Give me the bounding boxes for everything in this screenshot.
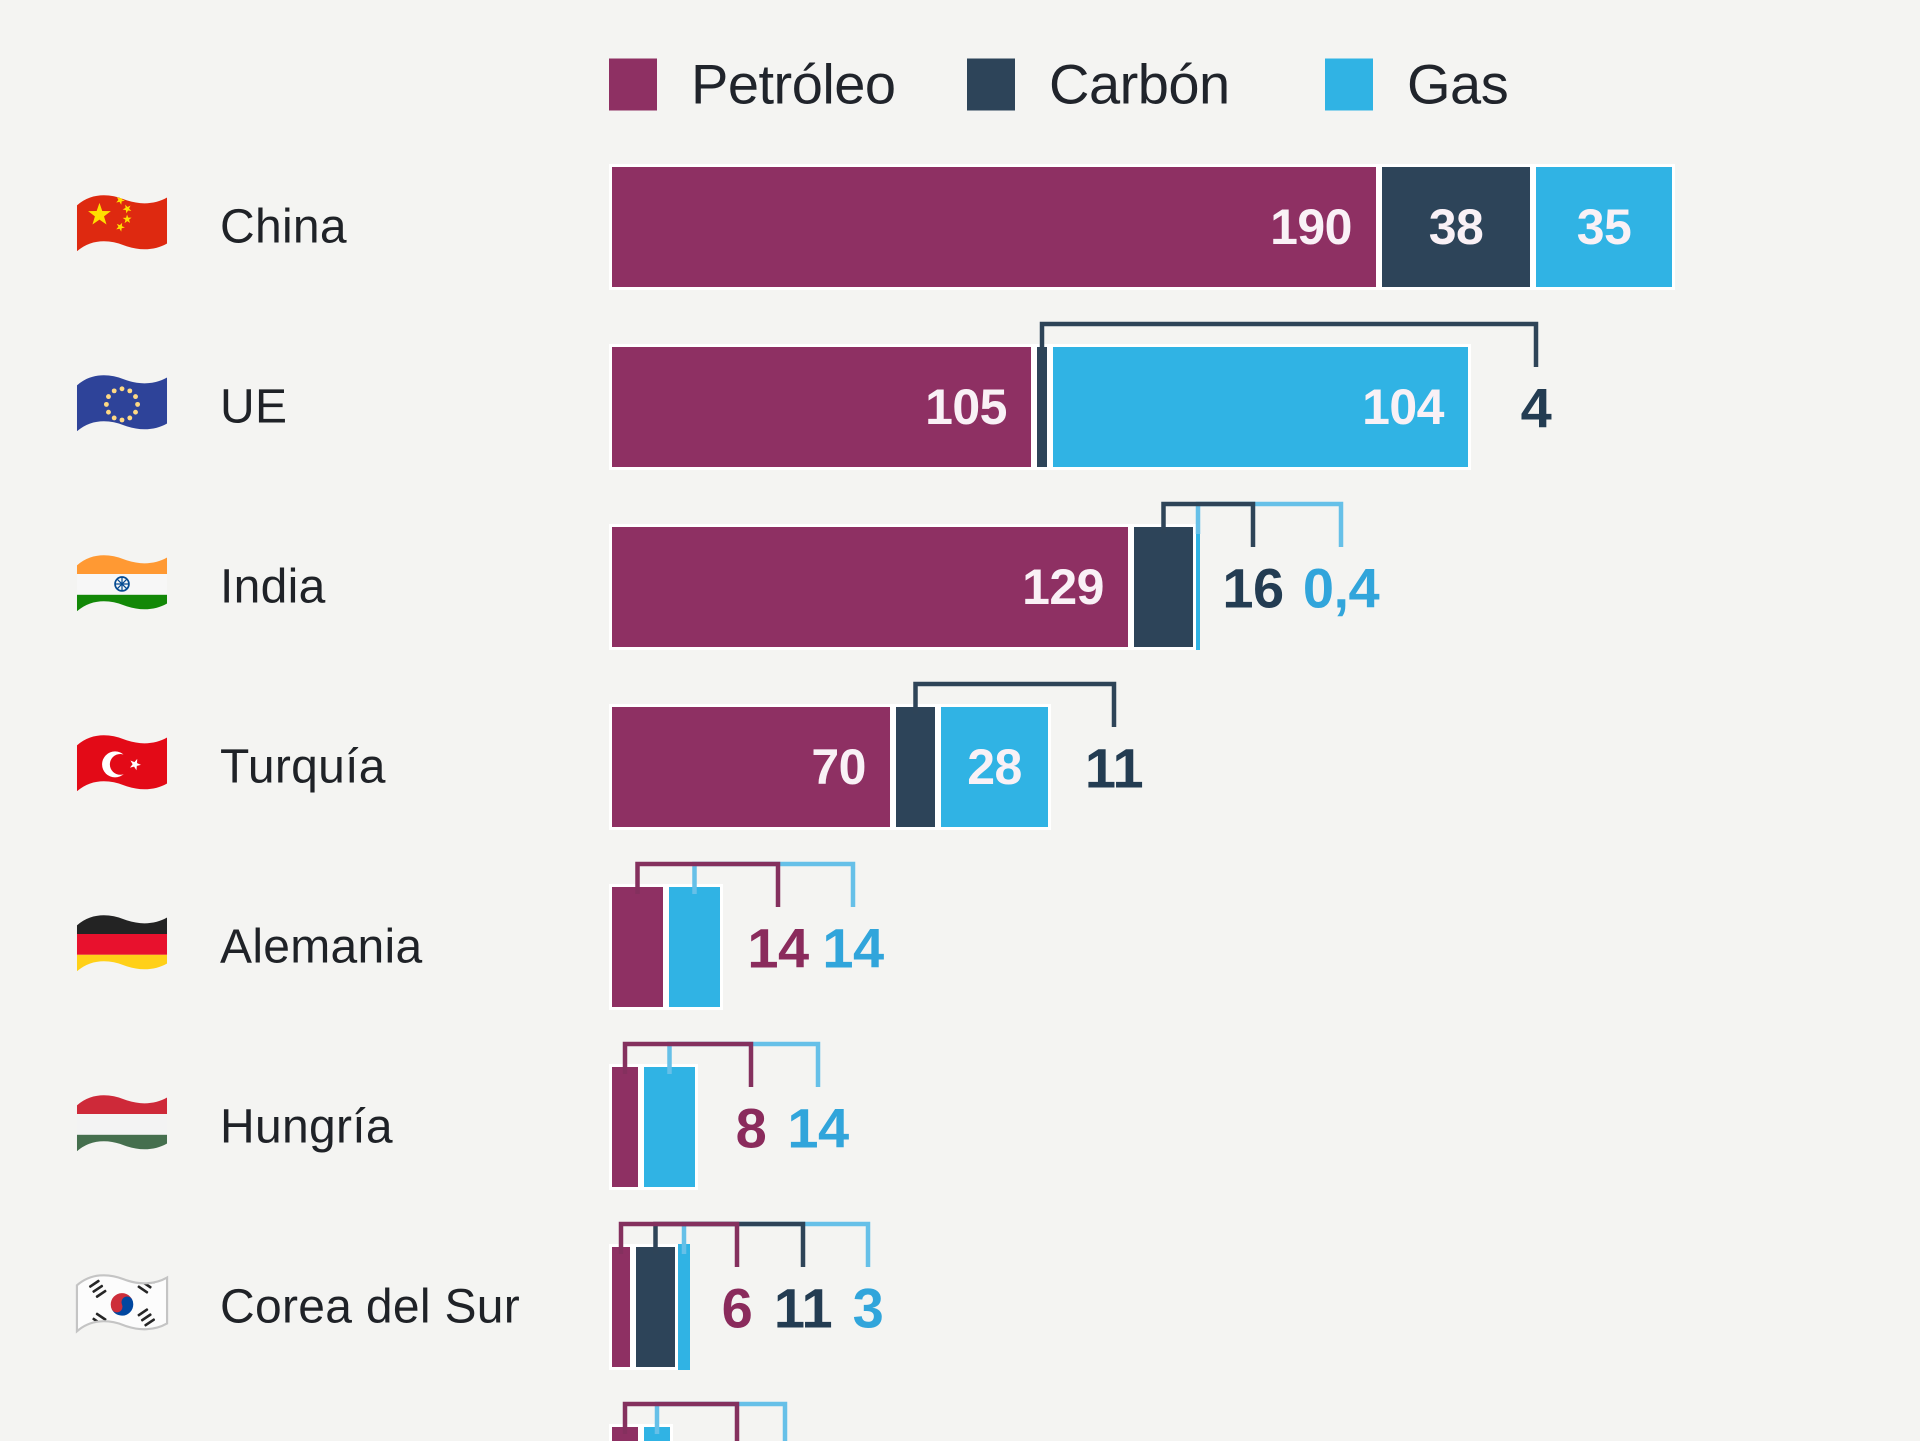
callout-value-label-gas: 14 <box>822 916 884 980</box>
bar-segment-petroleo: 190 <box>609 164 1379 290</box>
country-label: Turquía <box>220 740 386 794</box>
callout-value-label-petroleo: 14 <box>747 916 809 980</box>
callout-value-label-gas: 0,4 <box>1302 556 1380 620</box>
legend-swatch-carbon-icon <box>967 58 1015 110</box>
bar-segment-petroleo <box>609 1244 633 1370</box>
flag-china-icon <box>70 187 174 267</box>
bar-segment-gas: 28 <box>938 704 1051 830</box>
bar-segment-gas <box>666 884 723 1010</box>
bar-value-label: 190 <box>1270 199 1352 255</box>
country-label: Alemania <box>220 920 423 974</box>
flag-alemania-icon <box>70 907 174 987</box>
bar-segment-gas: 35 <box>1533 164 1675 290</box>
bar-value-label: 35 <box>1576 199 1632 255</box>
bar-segment-gas: 104 <box>1050 344 1471 470</box>
bar-value-label: 28 <box>967 739 1022 795</box>
legend-item-gas: Gas <box>1325 52 1509 117</box>
bar-segment-gas <box>641 1064 698 1190</box>
bar-segment-gas <box>678 1244 690 1370</box>
bar-segment-petroleo: 105 <box>609 344 1034 470</box>
flag-eu-icon <box>70 367 174 447</box>
bar-segment-petroleo <box>609 884 666 1010</box>
bar-segment-petroleo: 129 <box>609 524 1131 650</box>
legend-label-gas: Gas <box>1407 52 1509 116</box>
callout-bracket-gas <box>1195 501 1344 547</box>
country-label: China <box>220 200 347 254</box>
legend-item-petroleo: Petróleo <box>609 52 896 117</box>
callout-value-label-petroleo: 6 <box>721 1276 753 1340</box>
bar-segment-petroleo <box>609 1424 641 1441</box>
flag-hungria-icon <box>70 1087 174 1167</box>
callout-value-label-gas: 14 <box>787 1096 849 1160</box>
callout-value-label-carbon: 11 <box>773 1276 833 1340</box>
country-label: Hungría <box>220 1100 393 1154</box>
legend-swatch-gas-icon <box>1325 58 1373 110</box>
flag-corea-icon <box>70 1267 174 1347</box>
bar-segment-petroleo <box>609 1064 641 1190</box>
bar-segment-gas <box>641 1424 673 1441</box>
callout-bracket-gas <box>654 1401 788 1441</box>
bar-segment-petroleo: 70 <box>609 704 893 830</box>
callout-bracket-gas <box>681 1221 871 1267</box>
bar-segment-carbon <box>1034 344 1050 470</box>
flag-india-icon <box>70 547 174 627</box>
bar-segment-gas <box>1196 524 1200 650</box>
bar-segment-carbon <box>893 704 938 830</box>
callout-value-label-carbon: 11 <box>1084 736 1144 800</box>
legend-label-petroleo: Petróleo <box>691 52 896 116</box>
country-label: India <box>220 560 326 614</box>
country-label: UE <box>220 380 288 434</box>
legend-label-carbon: Carbón <box>1049 52 1230 116</box>
bar-segment-carbon <box>1131 524 1196 650</box>
bar-value-label: 70 <box>811 739 866 795</box>
legend-item-carbon: Carbón <box>967 52 1230 117</box>
flag-turquia-icon <box>70 727 174 807</box>
callout-value-label-carbon: 4 <box>1520 376 1552 440</box>
bar-segment-carbon <box>633 1244 678 1370</box>
bar-segment-carbon: 38 <box>1379 164 1533 290</box>
bar-value-label: 104 <box>1362 379 1444 435</box>
callout-value-label-carbon: 16 <box>1222 556 1284 620</box>
bar-value-label: 105 <box>925 379 1007 435</box>
country-label: Corea del Sur <box>220 1280 521 1334</box>
callout-value-label-petroleo: 8 <box>735 1096 767 1160</box>
callout-value-label-gas: 3 <box>852 1276 884 1340</box>
legend-swatch-petroleo-icon <box>609 58 657 110</box>
bar-value-label: 129 <box>1022 559 1104 615</box>
bar-value-label: 38 <box>1428 199 1484 255</box>
